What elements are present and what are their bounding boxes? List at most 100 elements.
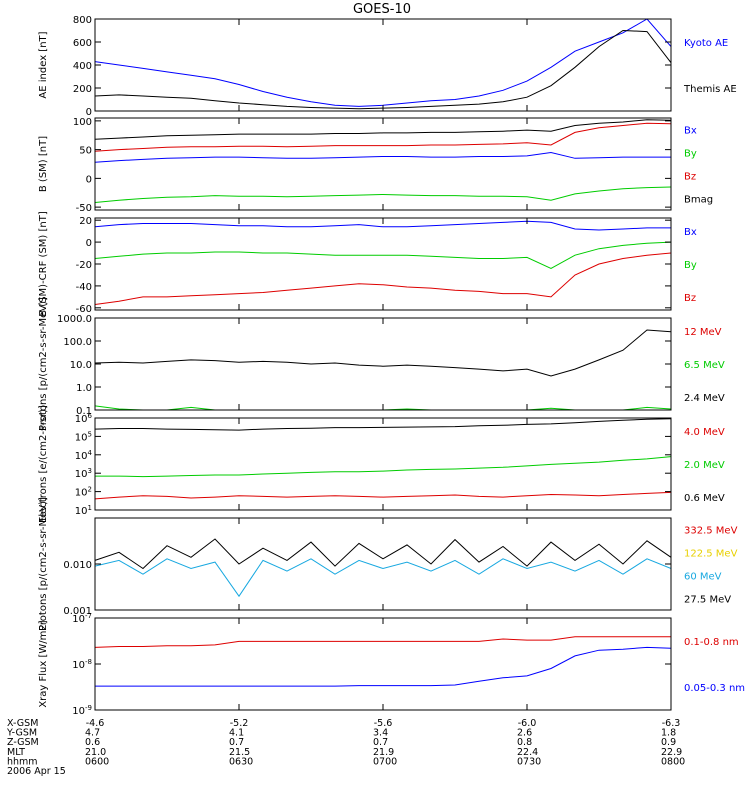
y-tick-label: -40 [76,282,92,293]
legend-label: 122.5 MeV [684,549,738,560]
legend-label: 0.6 MeV [684,493,725,504]
panel-5: 101 102 103 104 105 106 Electrons [e/(cm2-s-sr… [38,405,725,523]
y-tick-label: 0 [86,238,92,249]
axis-value: 0.7 [229,737,244,748]
axis-value: -5.2 [230,718,249,729]
axis-value: 0600 [85,756,109,767]
series-line [95,646,672,687]
panel-frame [94,317,672,411]
y-tick-label: 10-8 [72,658,92,671]
panel-frame [94,617,672,711]
axis-value: 4.7 [85,728,100,739]
panel-frame [94,117,672,211]
panel-frame [94,517,672,611]
y-axis-label: Protons [p/(cm2-s-sr-MeV)] [38,497,49,631]
panel-7: 10-9 10-8 10-7 Xray Flux [W/m2] 0.1-0.8 nm 0.… [38,612,745,717]
y-tick-label: 600 [73,38,92,49]
panel-1: 0 200 400 600 800 AE index [nT] Kyoto AE Themis… [38,15,737,118]
series-line [94,418,672,431]
y-tick-label: 200 [73,84,92,95]
axis-value: 22.4 [517,747,538,758]
y-tick-label: 10.0 [70,360,92,371]
y-tick-label: 101 [75,504,92,517]
y-tick-label: 100 [73,117,92,128]
axis-value: 0800 [661,756,685,767]
y-tick-label: 0.001 [63,606,92,617]
axis-row-label: 2006 Apr 15 [7,766,66,777]
y-tick-label: -50 [76,203,92,214]
y-tick-label: 0 [86,174,92,185]
legend-label: Bmag [684,195,713,206]
panel-4: 0.1 1.0 10.0 100.0 1000.0 Protons [p/(cm2-s-s… [38,297,725,431]
series-line [94,636,671,648]
legend-label: 60 MeV [684,572,722,583]
axis-value: 21.0 [85,747,106,758]
axis-value: 3.4 [373,728,388,739]
legend-label: 2.0 MeV [684,460,725,471]
axis-value: 4.1 [229,728,244,739]
y-tick-label: -60 [76,304,92,315]
legend-label: Bx [684,126,697,137]
axis-value: 0.7 [373,737,388,748]
axis-value: 0.8 [517,737,532,748]
panel-frame [94,417,672,511]
panel-3: -60 -40 -20 0 20 B (SM)-CRF (SM) [nT] Bx By Bz [38,211,697,317]
series-line [94,558,672,598]
series-line [94,241,672,269]
series-line [94,119,672,140]
y-tick-label: 50 [79,146,92,157]
series-line [94,329,672,377]
axis-value: 0.9 [661,737,676,748]
y-tick-label: 0.010 [63,560,92,571]
y-tick-label: 106 [75,412,93,425]
axis-row-label: Y-GSM [6,728,37,739]
legend-label: Kyoto AE [684,38,728,49]
axis-value: 2.6 [517,728,532,739]
axis-value: 1.8 [661,728,676,739]
axis-value: -6.3 [662,718,681,729]
legend-label: By [684,260,697,271]
series-line [94,220,671,231]
legend-label: 332.5 MeV [684,526,738,537]
axis-row-label: MLT [7,747,25,758]
series-line [94,538,672,570]
axis-value: 0730 [517,756,541,767]
legend-label: 6.5 MeV [684,360,725,371]
axis-value: -5.6 [374,718,393,729]
series-line [94,252,672,305]
series-line [94,29,672,110]
y-tick-label: 0.1 [76,406,92,417]
legend-label: 0.05-0.3 nm [684,683,745,694]
series-line [94,122,672,152]
y-axis-label: B (SM) [nT] [38,136,49,192]
panel-6: 0.001 0.010 Protons [p/(cm2-s-sr-MeV)] 332.… [38,497,738,631]
axis-row-label: X-GSM [7,718,38,729]
axis-row-label: hhmm [7,756,38,767]
legend-label: 2.4 MeV [684,393,725,404]
series-line [94,18,672,107]
axis-value: 0.6 [85,737,100,748]
axis-value: 0700 [373,756,397,767]
series-line [94,151,671,163]
y-tick-label: 1.0 [76,383,92,394]
y-axis-label: Xray Flux [W/m2] [38,620,49,707]
axis-value: -6.0 [518,718,537,729]
y-axis-label: Protons [p/(cm2-s-sr-MeV)] [38,297,49,431]
y-tick-label: 10-9 [72,704,92,717]
y-tick-label: 20 [79,216,92,227]
legend-label: 4.0 MeV [684,427,725,438]
axis-value: 22.9 [661,747,682,758]
y-tick-label: 400 [73,61,92,72]
legend-label: Bx [684,227,697,238]
axis-value: 21.5 [229,747,250,758]
axis-value: 0630 [229,756,253,767]
legend-label: 12 MeV [684,327,722,338]
axis-value: -4.6 [86,718,105,729]
y-tick-label: 105 [75,430,92,443]
y-tick-label: 1000.0 [57,314,92,325]
legend-label: Themis AE [683,84,737,95]
legend-label: By [684,149,697,160]
